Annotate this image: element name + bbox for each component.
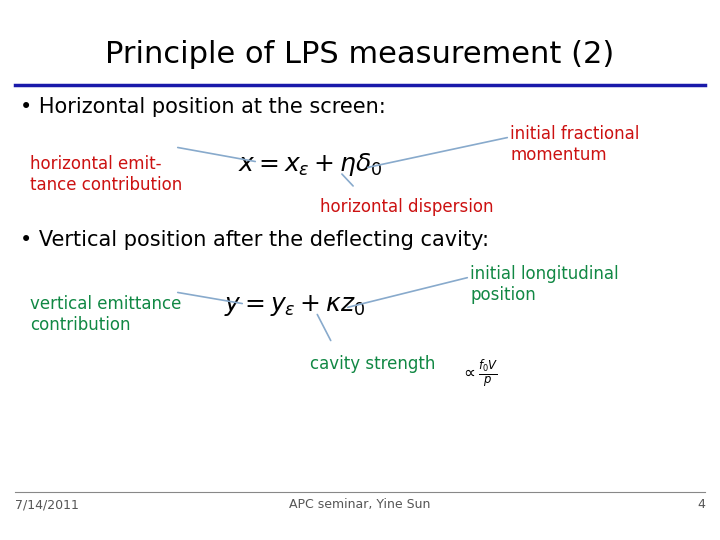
Text: Principle of LPS measurement (2): Principle of LPS measurement (2) <box>105 40 615 69</box>
Text: initial fractional
momentum: initial fractional momentum <box>510 125 639 164</box>
Text: $y = y_{\varepsilon} + \kappa z_0$: $y = y_{\varepsilon} + \kappa z_0$ <box>224 293 366 318</box>
Text: cavity strength: cavity strength <box>310 355 436 373</box>
Text: horizontal dispersion: horizontal dispersion <box>320 198 493 216</box>
Text: vertical emittance
contribution: vertical emittance contribution <box>30 295 181 334</box>
Text: 4: 4 <box>697 498 705 511</box>
Text: $x = x_{\varepsilon} + \eta\delta_0$: $x = x_{\varepsilon} + \eta\delta_0$ <box>238 152 382 179</box>
Text: initial longitudinal
position: initial longitudinal position <box>470 265 618 304</box>
Text: 7/14/2011: 7/14/2011 <box>15 498 79 511</box>
Text: horizontal emit-
tance contribution: horizontal emit- tance contribution <box>30 155 182 194</box>
Text: • Horizontal position at the screen:: • Horizontal position at the screen: <box>20 97 386 117</box>
Text: APC seminar, Yine Sun: APC seminar, Yine Sun <box>289 498 431 511</box>
Text: $\propto \frac{f_0 V}{p}$: $\propto \frac{f_0 V}{p}$ <box>460 357 499 389</box>
Text: • Vertical position after the deflecting cavity:: • Vertical position after the deflecting… <box>20 230 489 250</box>
